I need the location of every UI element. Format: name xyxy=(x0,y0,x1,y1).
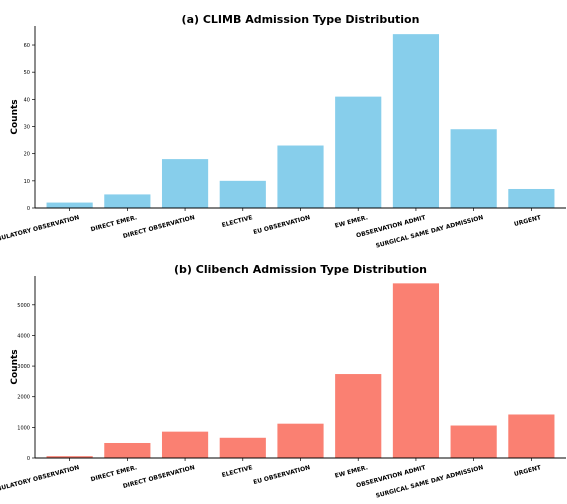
y-tick-label: 4000 xyxy=(17,333,30,339)
y-tick-label: 60 xyxy=(24,43,30,49)
y-axis-label: Counts xyxy=(10,99,20,134)
x-tick-label-ew-emer: EW EMER. xyxy=(334,464,369,480)
y-tick-label: 1000 xyxy=(17,425,30,431)
panel-a-climb-chart: (a) CLIMB Admission Type Distribution Co… xyxy=(0,13,566,250)
y-tick-label: 2000 xyxy=(17,395,30,401)
bar-surgical-same-day-admission xyxy=(450,425,497,458)
x-ticks: AMBULATORY OBSERVATION DIRECT EMER.DIRECT… xyxy=(0,458,543,500)
bar-ew-emer xyxy=(335,374,382,458)
y-tick-label: 50 xyxy=(24,70,30,76)
bar-surgical-same-day-admission xyxy=(450,129,497,208)
bar-direct-emer xyxy=(104,442,151,458)
x-tick-label-ambulatory-observation: AMBULATORY OBSERVATION xyxy=(0,464,80,495)
bar-direct-observation xyxy=(161,431,209,458)
bar-urgent xyxy=(508,414,555,458)
bar-ambulatory-observation xyxy=(46,202,93,208)
chart-title: (a) CLIMB Admission Type Distribution xyxy=(182,13,420,26)
bar-direct-emer xyxy=(104,194,151,208)
bar-ew-emer xyxy=(335,96,382,208)
y-axis-label: Counts xyxy=(10,349,20,384)
bar-group xyxy=(46,283,555,458)
y-tick-label: 20 xyxy=(24,152,30,158)
x-tick-label-elective: ELECTIVE xyxy=(221,464,253,479)
y-tick-label: 3000 xyxy=(17,364,30,370)
bar-group xyxy=(46,34,555,208)
y-tick-label: 40 xyxy=(24,97,30,103)
bar-elective xyxy=(219,437,266,458)
y-ticks: 0 10 20 30 40 50 60 xyxy=(24,43,35,212)
chart-title: (b) Clibench Admission Type Distribution xyxy=(174,263,427,276)
bar-eu-observation xyxy=(277,423,324,458)
bar-ambulatory-observation xyxy=(46,456,93,458)
x-tick-label-eu-observation: EU OBSERVATION xyxy=(253,214,311,236)
y-ticks: 0 1000 2000 3000 4000 5000 xyxy=(17,303,35,462)
x-tick-label-ew-emer: EW EMER. xyxy=(334,214,369,230)
bar-direct-observation xyxy=(161,159,209,208)
bar-observation-admit xyxy=(392,283,440,458)
bar-elective xyxy=(219,180,266,208)
x-tick-label-eu-observation: EU OBSERVATION xyxy=(253,464,311,486)
panel-b-clibench-chart: (b) Clibench Admission Type Distribution… xyxy=(0,263,566,500)
bar-eu-observation xyxy=(277,145,324,208)
x-tick-label-surgical-same-day-admission: SURGICAL SAME DAY ADMISSION xyxy=(375,464,484,500)
y-tick-label: 30 xyxy=(24,125,30,131)
x-tick-label-urgent: URGENT xyxy=(513,214,542,228)
bar-observation-admit xyxy=(392,34,440,208)
x-tick-label-ambulatory-observation: AMBULATORY OBSERVATION xyxy=(0,214,80,245)
y-tick-label: 5000 xyxy=(17,303,30,309)
y-tick-label: 0 xyxy=(27,206,30,212)
x-ticks: AMBULATORY OBSERVATION DIRECT EMER.DIRECT… xyxy=(0,208,543,250)
x-tick-label-surgical-same-day-admission: SURGICAL SAME DAY ADMISSION xyxy=(375,214,484,250)
bar-urgent xyxy=(508,188,555,208)
x-tick-label-elective: ELECTIVE xyxy=(221,214,253,229)
y-tick-label: 10 xyxy=(24,179,30,185)
y-tick-label: 0 xyxy=(27,456,30,462)
x-tick-label-urgent: URGENT xyxy=(513,464,542,478)
